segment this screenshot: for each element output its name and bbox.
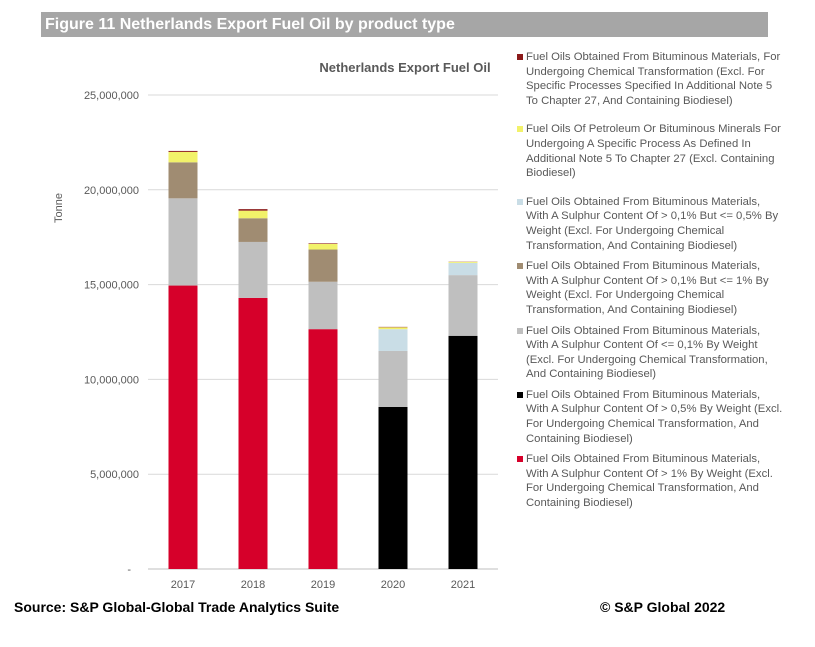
bar-segment: [238, 241, 268, 298]
source-note: Source: S&P Global-Global Trade Analytic…: [14, 599, 340, 615]
legend-item: Fuel Oils Obtained From Bituminous Mater…: [515, 50, 785, 108]
y-tick-label: 10,000,000: [84, 374, 139, 386]
bar-segment: [308, 243, 338, 244]
bar-segment: [168, 151, 198, 163]
bar-segment: [308, 249, 338, 282]
legend-label: Fuel Oils Obtained From Bituminous Mater…: [526, 51, 781, 107]
x-tick-label: 2020: [381, 579, 405, 591]
y-tick-label: 25,000,000: [84, 90, 139, 102]
legend-item: Fuel Oils Obtained From Bituminous Mater…: [515, 324, 785, 382]
bar-segment: [448, 335, 478, 569]
legend-item: Fuel Oils Obtained From Bituminous Mater…: [515, 259, 785, 317]
bar-segment: [378, 329, 408, 351]
legend-item: Fuel Oils Obtained From Bituminous Mater…: [515, 452, 785, 510]
legend-swatch: [517, 54, 523, 60]
bar-segment: [448, 275, 478, 336]
bar-segment: [448, 262, 478, 276]
legend-swatch: [517, 456, 523, 463]
bar-segment: [378, 327, 408, 330]
legend-swatch: [517, 198, 523, 205]
y-tick-label: -: [127, 564, 131, 576]
bar-segment: [308, 281, 338, 330]
legend-item: Fuel Oils Obtained From Bituminous Mater…: [515, 195, 785, 253]
bar-segment: [238, 209, 268, 211]
legend-label: Fuel Oils Obtained From Bituminous Mater…: [526, 324, 768, 381]
bar-segment: [238, 218, 268, 242]
legend-label: Fuel Oils Obtained From Bituminous Mater…: [526, 453, 773, 510]
legend-swatch: [517, 391, 523, 398]
bar-segment: [238, 210, 268, 219]
bar-segment: [238, 297, 268, 569]
figure-header: Figure 11 Netherlands Export Fuel Oil by…: [41, 12, 768, 37]
legend-swatch: [517, 126, 523, 133]
bar-segment: [378, 350, 408, 407]
legend-label: Fuel Oils Obtained From Bituminous Mater…: [526, 260, 769, 316]
copyright-note: © S&P Global 2022: [600, 599, 726, 615]
legend-label: Fuel Oils Of Petroleum Or Bituminous Min…: [526, 123, 781, 180]
x-tick-label: 2017: [171, 579, 195, 591]
bar-segment: [378, 406, 408, 569]
y-tick-label: 5,000,000: [90, 469, 139, 481]
legend-item: Fuel Oils Obtained From Bituminous Mater…: [515, 388, 785, 446]
x-tick-label: 2018: [241, 579, 265, 591]
bar-segment: [168, 285, 198, 569]
chart: - 5,000,000 10,000,000 15,000,000 20,000,000…: [53, 60, 498, 591]
x-tick-label: 2019: [311, 579, 335, 591]
legend-label: Fuel Oils Obtained From Bituminous Mater…: [526, 388, 783, 445]
x-tick-label: 2021: [451, 579, 475, 591]
chart-title: Netherlands Export Fuel Oil: [319, 60, 490, 75]
axes: - 5,000,000 10,000,000 15,000,000 20,000,000…: [84, 90, 475, 591]
legend-item: Fuel Oils Of Petroleum Or Bituminous Min…: [515, 122, 785, 180]
bar-segment: [308, 243, 338, 250]
bar-segment: [168, 198, 198, 286]
bar-segment: [168, 162, 198, 199]
y-tick-label: 20,000,000: [84, 185, 139, 197]
bar-segment: [168, 150, 198, 152]
legend-swatch: [517, 327, 523, 334]
bar-segment: [448, 261, 478, 263]
bars: [168, 150, 478, 569]
y-tick-label: 15,000,000: [84, 280, 139, 292]
bar-segment: [308, 329, 338, 569]
legend-label: Fuel Oils Obtained From Bituminous Mater…: [526, 195, 779, 252]
legend: Fuel Oils Obtained From Bituminous Mater…: [515, 50, 785, 511]
y-axis-label: Tonne: [53, 193, 65, 223]
legend-swatch: [517, 263, 523, 270]
